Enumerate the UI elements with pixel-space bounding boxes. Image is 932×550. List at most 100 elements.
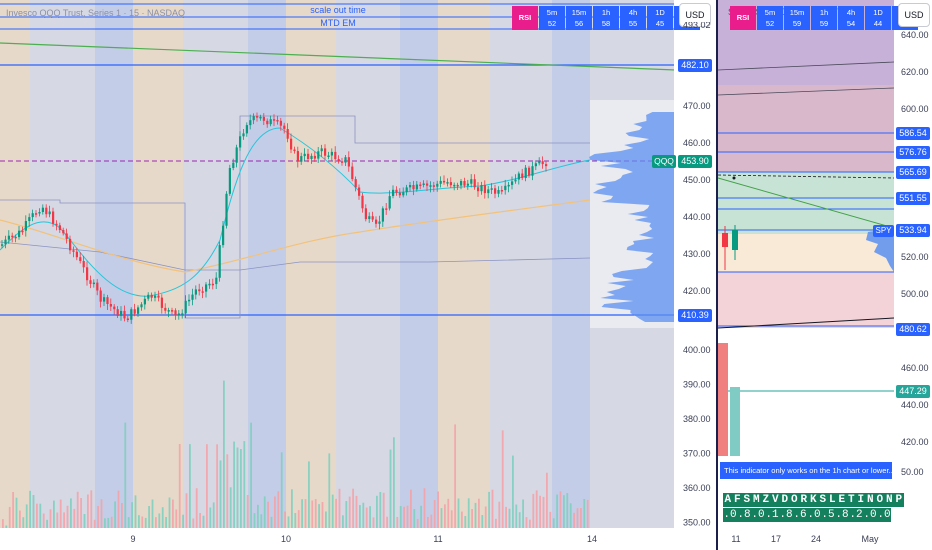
- candle: [92, 282, 95, 285]
- candle: [449, 182, 452, 186]
- left_chart-tf-button-5m[interactable]: 5m 52: [539, 6, 565, 30]
- spy-price-tag-576: 576.76: [896, 146, 930, 159]
- candle: [429, 185, 432, 187]
- indicator-table-row: .0.8.0.1.8.6.0.5.8.2.0.0: [723, 508, 891, 522]
- table-value-cell: .8: [835, 508, 849, 522]
- spy-time-axis[interactable]: [718, 528, 894, 550]
- candle: [531, 166, 534, 176]
- table-header-cell: A: [723, 493, 733, 507]
- volume-bar: [444, 504, 446, 528]
- candle: [58, 225, 61, 230]
- qqq-chart-pane[interactable]: 480.00470.00460.00450.00440.00430.00420.…: [0, 0, 716, 550]
- candle: [225, 193, 228, 226]
- candle: [28, 217, 31, 221]
- table-value-dot: .: [793, 509, 800, 521]
- candle: [69, 238, 72, 251]
- spy-price-axis[interactable]: [894, 0, 932, 550]
- left_chart-tf-button-4h[interactable]: 4h 55: [620, 6, 646, 30]
- candle: [310, 155, 313, 159]
- right_chart-tf-button-1h[interactable]: 1h 59: [811, 6, 837, 30]
- spy-chart-pane[interactable]: 640.00 620.00 600.00 520.00 500.00 460.00 440.…: [718, 0, 932, 550]
- qqq-chart-canvas[interactable]: 480.00470.00460.00450.00440.00430.00420.…: [0, 0, 716, 550]
- spy-price-tag-551: 551.55: [896, 192, 930, 205]
- price-axis[interactable]: [674, 0, 716, 550]
- candle: [541, 161, 544, 165]
- candle: [242, 133, 245, 137]
- candle: [48, 211, 51, 215]
- spy-timeframe-rsi-strip: RSI5m5215m591h594h541D441W39: [730, 6, 918, 30]
- candle: [514, 179, 517, 182]
- candle: [262, 116, 265, 121]
- candle: [480, 185, 483, 192]
- volume-bar: [321, 502, 324, 528]
- volume-bar: [165, 517, 167, 528]
- left_chart-tf-button-1d[interactable]: 1D 45: [647, 6, 673, 30]
- candle: [412, 185, 415, 190]
- price-axis-label: 470.00: [683, 101, 711, 111]
- volume-bar: [563, 495, 565, 528]
- candle: [307, 153, 310, 159]
- table-value-digit: 8: [786, 509, 793, 521]
- spy-price-tag-565: 565.69: [896, 166, 930, 179]
- candle: [517, 173, 520, 180]
- volume-bar: [481, 515, 484, 528]
- candle: [1, 244, 4, 246]
- candle: [320, 148, 323, 152]
- candle: [31, 213, 34, 218]
- spy-price-tag-586: 586.54: [896, 127, 930, 140]
- volume-bar: [243, 441, 246, 528]
- volume-bar: [263, 496, 266, 528]
- candle: [358, 187, 361, 196]
- mtd-em-label: MTD EM: [320, 18, 356, 28]
- volume-bar: [42, 513, 45, 528]
- spy-price-axis-label: 600.00: [901, 104, 929, 114]
- candle: [184, 300, 187, 314]
- right_chart-tf-button-4h[interactable]: 4h 54: [838, 6, 864, 30]
- indicator-notice: This indicator only works on the 1h char…: [720, 462, 892, 479]
- volume-bar: [110, 516, 113, 528]
- volume-bar: [518, 512, 521, 528]
- candle: [252, 116, 255, 121]
- spy-price-axis-label: 620.00: [901, 67, 929, 77]
- time-axis[interactable]: [0, 528, 674, 550]
- left_chart-tf-button-rsi[interactable]: RSI: [512, 6, 538, 30]
- volume-bar: [345, 501, 348, 528]
- volume-bar: [522, 499, 524, 528]
- candle: [154, 295, 157, 298]
- tf-value: 52: [765, 19, 775, 28]
- right_chart-tf-button-5m[interactable]: 5m 52: [757, 6, 783, 30]
- session-band: [248, 0, 286, 528]
- upper-trend-line-2: [718, 87, 895, 96]
- volume-bar: [206, 444, 208, 528]
- candle: [422, 183, 425, 185]
- candle: [232, 162, 235, 168]
- right_chart-tf-button-1d[interactable]: 1D 44: [865, 6, 891, 30]
- volume-bar: [569, 503, 572, 528]
- indicator-area: [718, 328, 894, 456]
- volume-bar: [328, 453, 331, 528]
- volume-bar: [284, 511, 286, 528]
- price-axis-label: 450.00: [683, 175, 711, 185]
- currency-button[interactable]: USD: [679, 3, 711, 27]
- pane-divider[interactable]: [716, 0, 718, 550]
- volume-bar: [369, 506, 371, 528]
- candle: [177, 313, 180, 316]
- dotted-line: [718, 174, 895, 179]
- candle: [361, 195, 364, 209]
- volume-bar: [107, 517, 110, 528]
- volume-bar: [172, 499, 174, 528]
- volume-bar: [413, 509, 416, 528]
- tf-label: 5m: [764, 8, 776, 17]
- table-value-cell: .0: [807, 508, 821, 522]
- volume-bar: [382, 492, 385, 528]
- left_chart-tf-button-1h[interactable]: 1h 58: [593, 6, 619, 30]
- candle: [511, 181, 514, 185]
- volume-bar: [376, 495, 378, 528]
- spy-currency-button[interactable]: USD: [898, 3, 930, 27]
- spy-price-axis-label: 520.00: [901, 252, 929, 262]
- volume-bar: [512, 455, 514, 528]
- left_chart-tf-button-15m[interactable]: 15m 56: [566, 6, 592, 30]
- right_chart-tf-button-15m[interactable]: 15m 59: [784, 6, 810, 30]
- anchor-dot: [732, 176, 736, 180]
- right_chart-tf-button-rsi[interactable]: RSI: [730, 6, 756, 30]
